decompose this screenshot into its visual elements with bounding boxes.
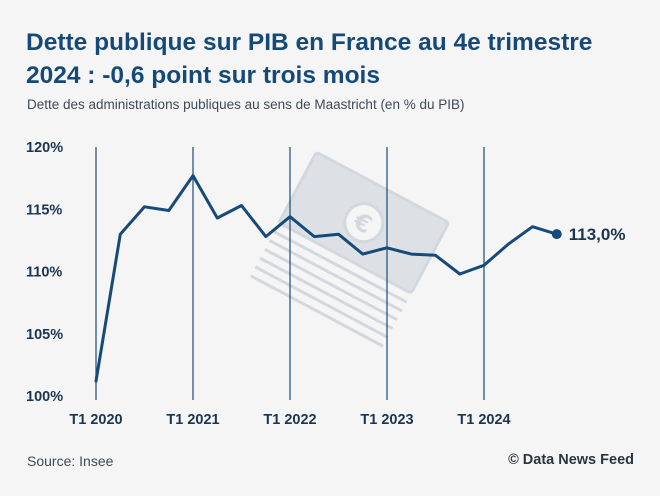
last-data-point: [551, 229, 562, 240]
y-tick-label: 120%: [26, 140, 63, 156]
y-tick-label: 105%: [26, 327, 63, 343]
x-tick-label: T1 2021: [166, 412, 219, 428]
x-tick-label: T1 2024: [457, 412, 510, 428]
y-tick-label: 100%: [26, 389, 63, 405]
y-tick-label: 110%: [26, 265, 62, 281]
source-note: Source: Insee: [27, 453, 114, 469]
y-axis-ticks: 100% 105% 110% 115% 120%: [26, 140, 63, 405]
x-tick-label: T1 2023: [360, 412, 413, 428]
y-tick-label: 115%: [26, 202, 62, 218]
chart-subtitle: Dette des administrations publiques au s…: [27, 97, 465, 112]
euro-banknote-stack-icon: €: [249, 151, 450, 348]
vertical-gridlines: [95, 147, 485, 400]
x-axis-ticks: T1 2020 T1 2021 T1 2022 T1 2023 T1 2024: [69, 412, 510, 428]
last-value-label: 113,0%: [569, 225, 626, 244]
page-title: Dette publique sur PIB en France au 4e t…: [26, 29, 593, 89]
x-tick-label: T1 2022: [263, 412, 316, 428]
series-line: [94, 174, 559, 383]
x-tick-label: T1 2020: [69, 412, 122, 428]
credit-note: © Data News Feed: [508, 452, 634, 468]
